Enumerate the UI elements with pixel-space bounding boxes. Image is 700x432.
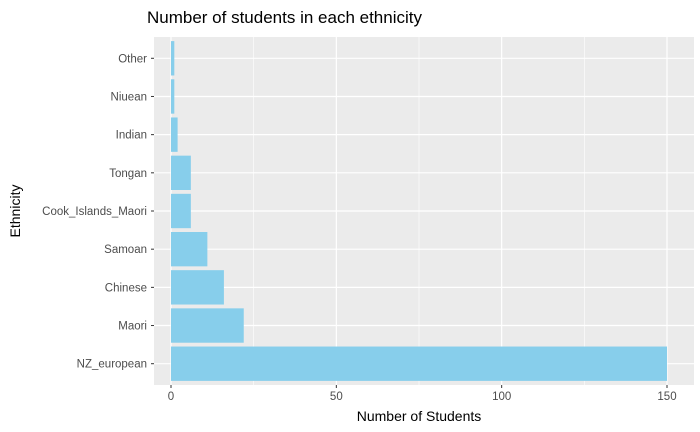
y-tick-label: Niuean <box>111 91 147 103</box>
y-tick-label: Indian <box>116 130 147 142</box>
bars <box>171 41 667 381</box>
y-tick-label: Chinese <box>105 282 147 294</box>
bar-niuean <box>171 79 175 114</box>
x-tick-label: 100 <box>492 391 511 403</box>
y-tick-label: Other <box>118 53 147 65</box>
x-axis-title: Number of Students <box>357 408 482 424</box>
y-tick-label: Maori <box>118 321 147 333</box>
bar-maori <box>171 308 244 343</box>
y-tick-label: NZ_european <box>77 359 147 371</box>
x-tick-label: 150 <box>657 391 676 403</box>
bar-chinese <box>171 270 224 305</box>
y-axis-ticks: NZ_european Maori Chinese Samoan Cook_Island… <box>42 53 154 371</box>
y-tick-label: Cook_Islands_Maori <box>42 206 147 218</box>
y-tick-label: Tongan <box>109 168 147 180</box>
bar-nz-european <box>171 346 667 381</box>
x-tick-label: 0 <box>168 391 174 403</box>
y-tick-label: Samoan <box>104 244 147 256</box>
bar-indian <box>171 117 178 152</box>
bar-other <box>171 41 175 76</box>
x-axis-ticks: 0 50 100 150 <box>168 385 677 403</box>
bar-cook-islands-maori <box>171 193 191 229</box>
chart-title: Number of students in each ethnicity <box>147 8 422 27</box>
y-axis-title: Ethnicity <box>7 185 23 238</box>
x-tick-label: 50 <box>330 391 343 403</box>
bar-tongan <box>171 155 191 191</box>
bar-samoan <box>171 231 208 267</box>
